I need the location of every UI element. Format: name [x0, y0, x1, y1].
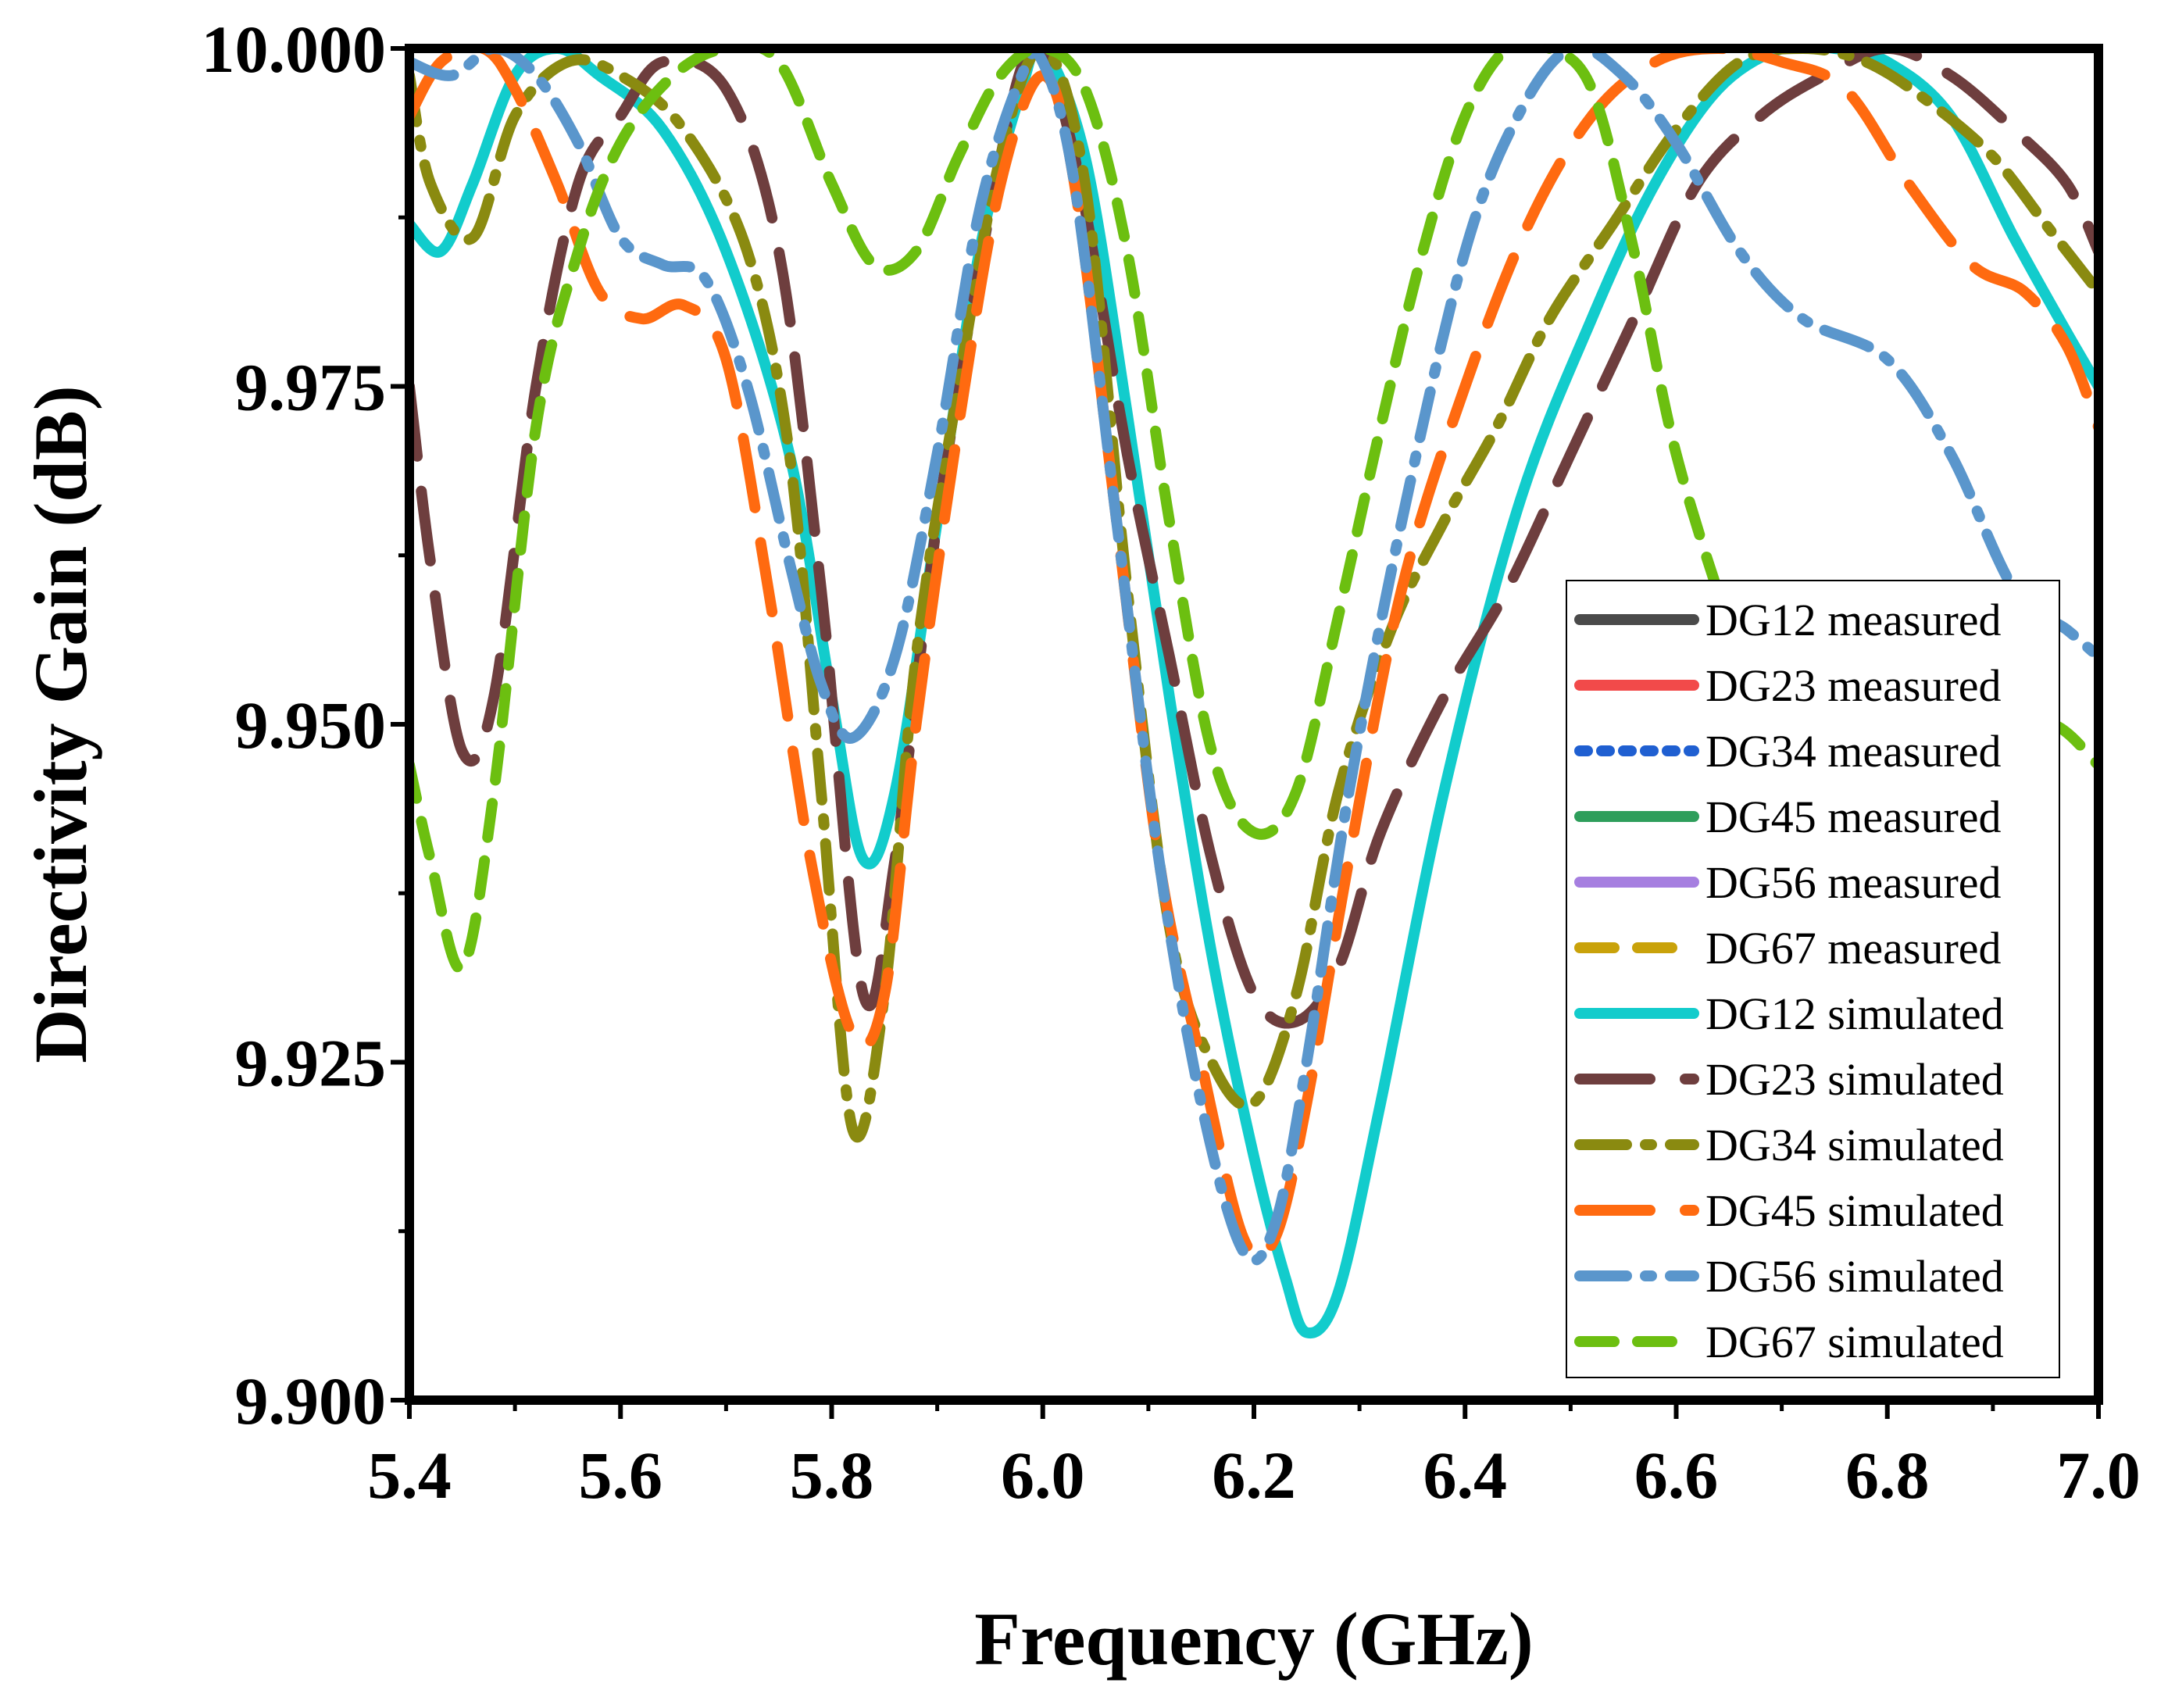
legend-label-dg45-measured: DG45 measured	[1705, 791, 2002, 842]
y-axis: 9.900 9.925 9.950 9.975 10.000	[202, 12, 409, 1438]
legend-label-dg34-simulated: DG34 simulated	[1705, 1120, 2004, 1170]
y-axis-title: Directivity Gain (dB)	[19, 385, 102, 1063]
y-tick-label: 9.950	[235, 688, 387, 763]
legend-label-dg23-simulated: DG23 simulated	[1705, 1054, 2004, 1105]
x-tick-label: 6.4	[1423, 1438, 1508, 1513]
series-line-dg56-simulated	[409, 48, 2098, 1267]
x-tick-label: 5.8	[790, 1438, 874, 1513]
legend-label-dg67-simulated: DG67 simulated	[1705, 1317, 2004, 1367]
x-tick-label: 7.0	[2056, 1438, 2141, 1513]
legend-label-dg34-measured: DG34 measured	[1705, 726, 2002, 777]
legend-label-dg23-measured: DG23 measured	[1705, 660, 2002, 711]
legend-label-dg12-simulated: DG12 simulated	[1705, 988, 2004, 1039]
series-line-dg67-simulated	[409, 48, 2098, 974]
x-tick-label: 5.6	[579, 1438, 663, 1513]
x-tick-label: 6.8	[1845, 1438, 1930, 1513]
legend-label-dg45-simulated: DG45 simulated	[1705, 1185, 2004, 1236]
y-tick-label: 9.900	[235, 1363, 387, 1438]
x-tick-label: 6.2	[1212, 1438, 1296, 1513]
series-line-dg34-simulated	[409, 48, 2098, 1143]
legend: DG12 measured DG23 measured DG34 measured D…	[1566, 580, 2060, 1378]
x-tick-label: 6.0	[1001, 1438, 1085, 1513]
legend-label-dg56-measured: DG56 measured	[1705, 857, 2002, 908]
x-axis: 5.4 5.6 5.8 6.0 6.2 6.4 6.6 6.8 7.0	[367, 1400, 2141, 1513]
series-layer	[409, 48, 2098, 1339]
legend-label-dg56-simulated: DG56 simulated	[1705, 1251, 2004, 1302]
y-tick-label: 9.975	[235, 350, 387, 425]
x-tick-label: 5.4	[367, 1438, 452, 1513]
legend-label-dg12-measured: DG12 measured	[1705, 595, 2002, 645]
x-axis-title: Frequency (GHz)	[974, 1597, 1533, 1681]
y-tick-label: 10.000	[202, 12, 387, 87]
legend-label-dg67-measured: DG67 measured	[1705, 923, 2002, 974]
legend-box	[1566, 580, 2060, 1378]
x-tick-label: 6.6	[1634, 1438, 1719, 1513]
y-tick-label: 9.925	[235, 1026, 387, 1101]
